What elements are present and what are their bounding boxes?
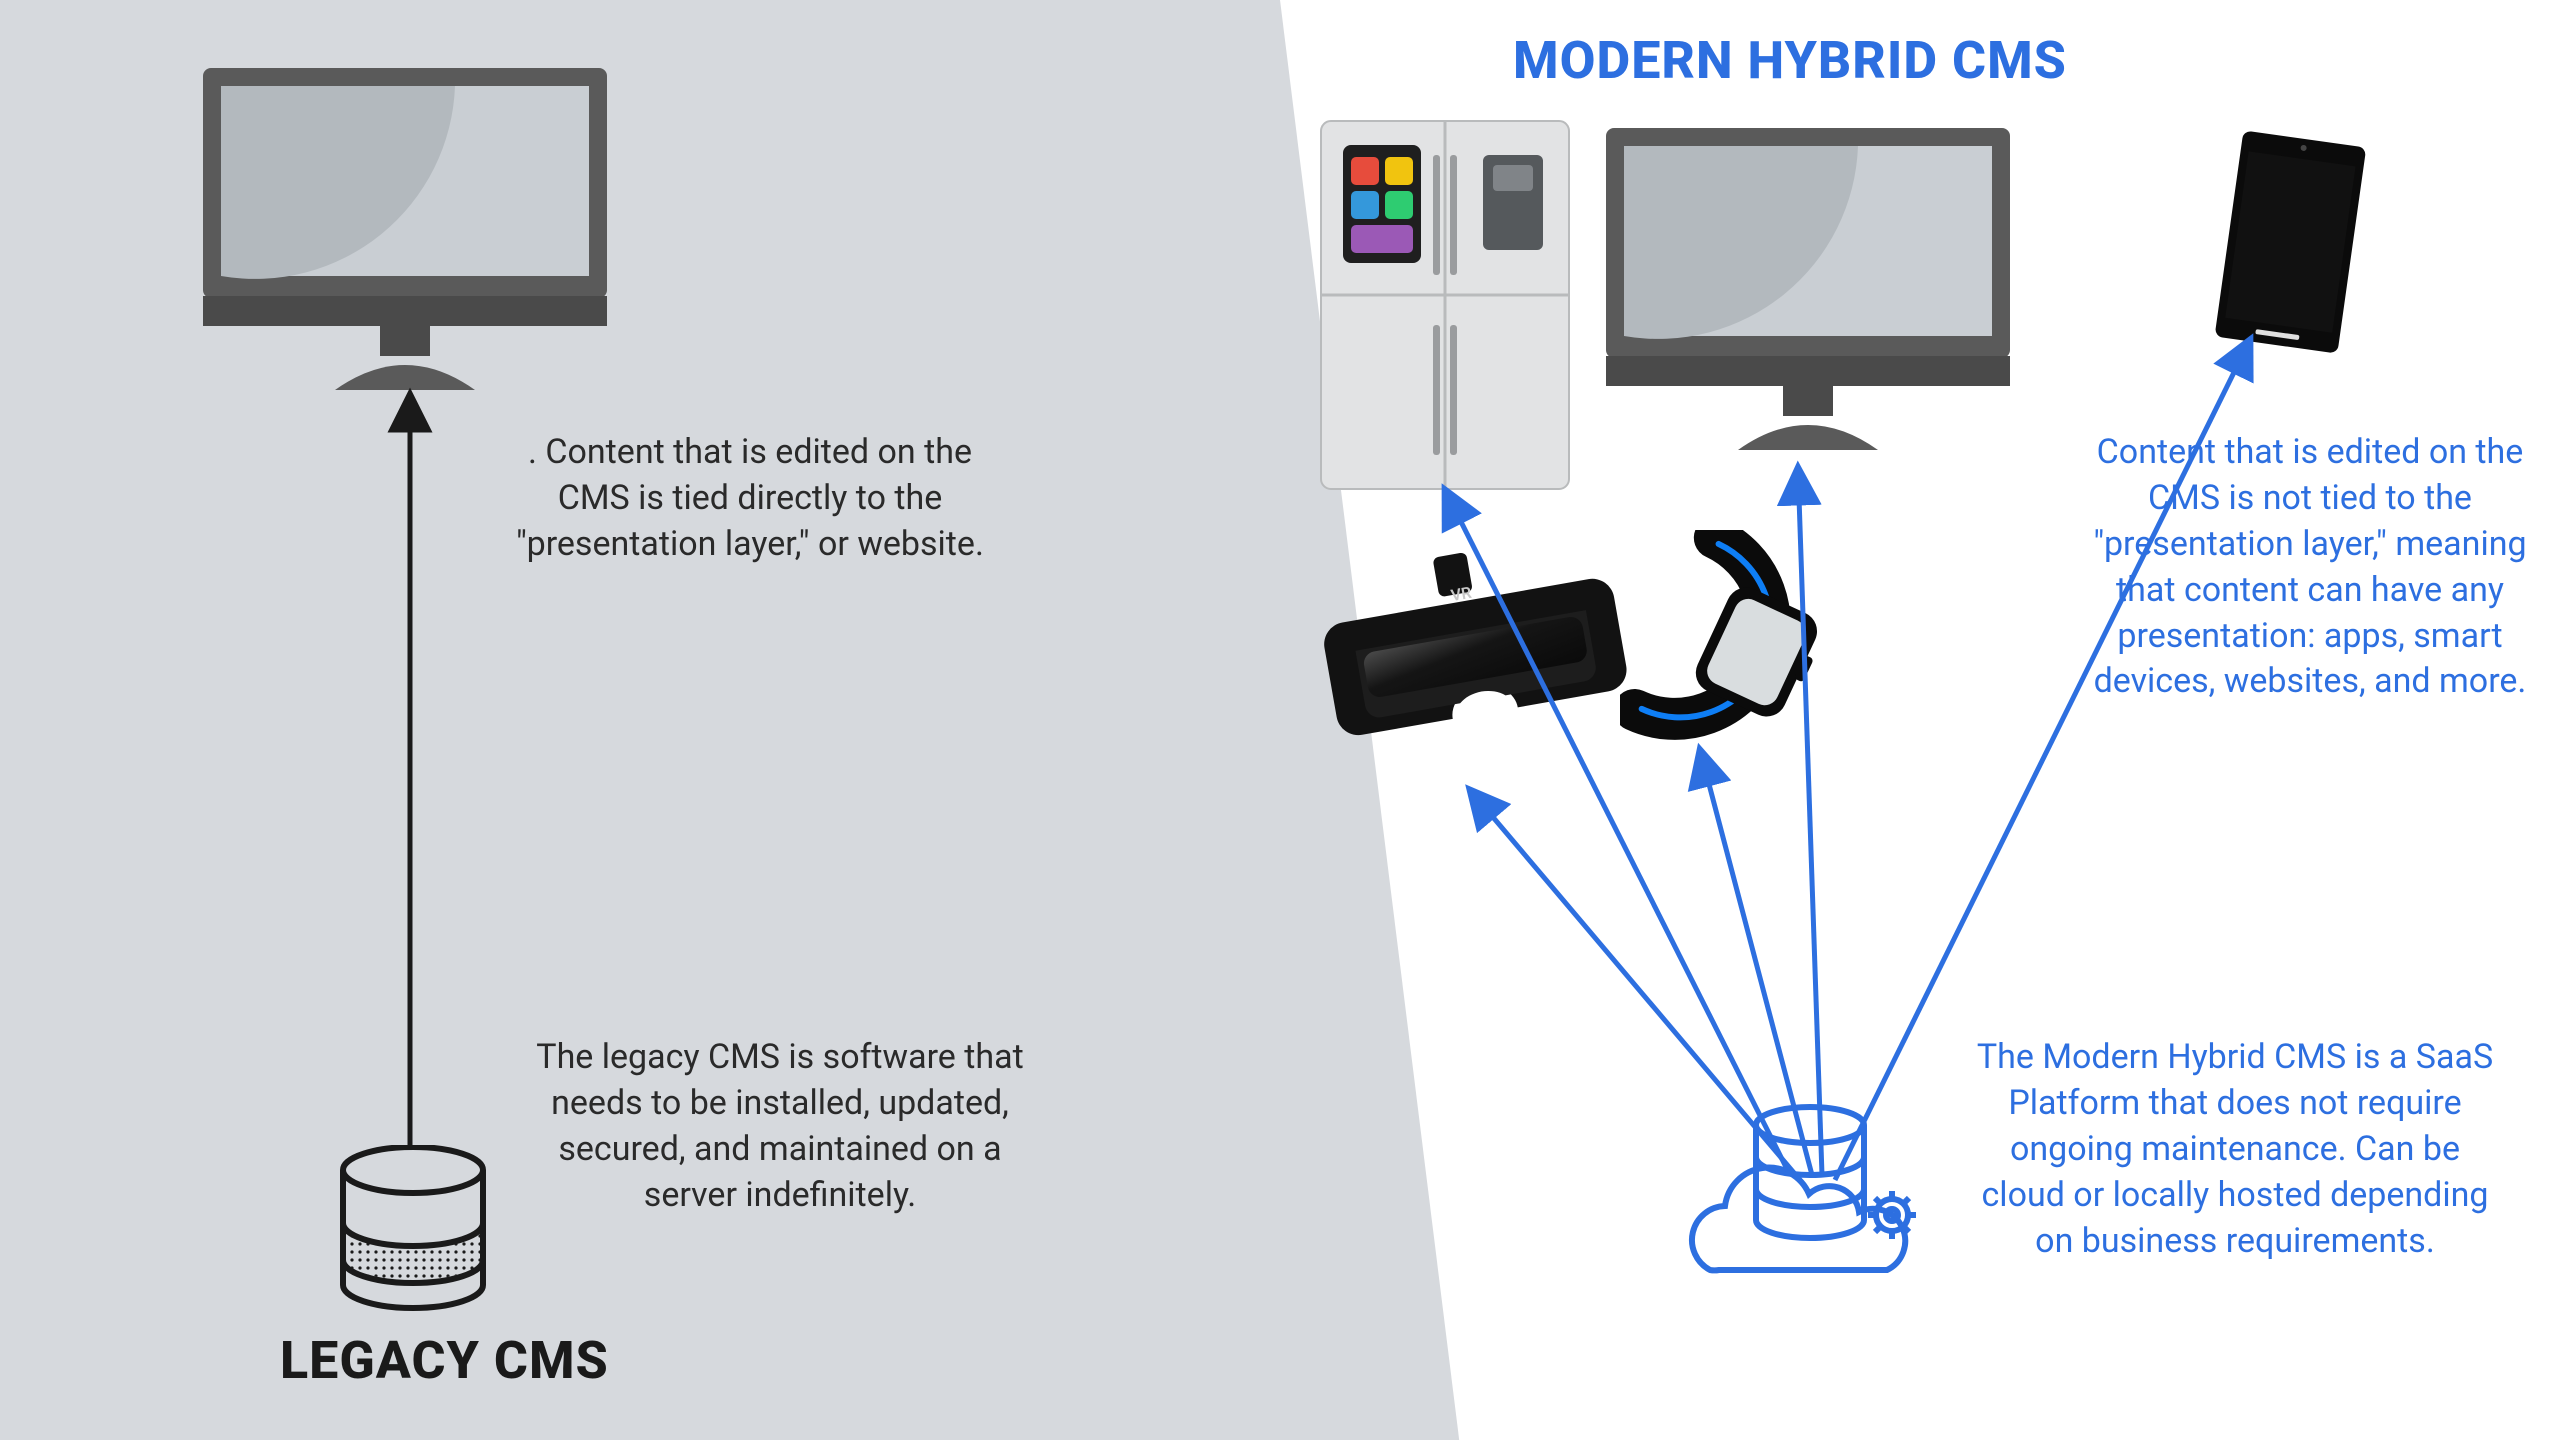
modern-lower-text: The Modern Hybrid CMS is a SaaS Platform… xyxy=(1975,1035,2495,1264)
diagram-content: MODERN HYBRID CMS LEGACY CMS xyxy=(0,0,2560,1440)
modern-upper-text: Content that is edited on the CMS is not… xyxy=(2085,430,2535,705)
